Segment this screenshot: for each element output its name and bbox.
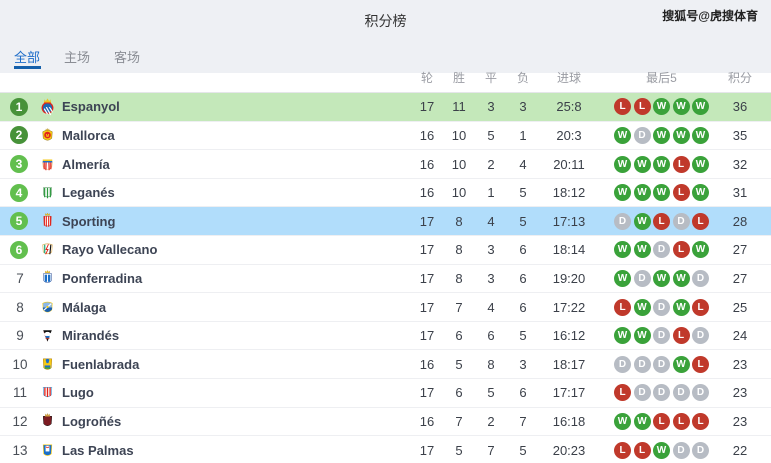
svg-text:M: M [45, 133, 49, 138]
